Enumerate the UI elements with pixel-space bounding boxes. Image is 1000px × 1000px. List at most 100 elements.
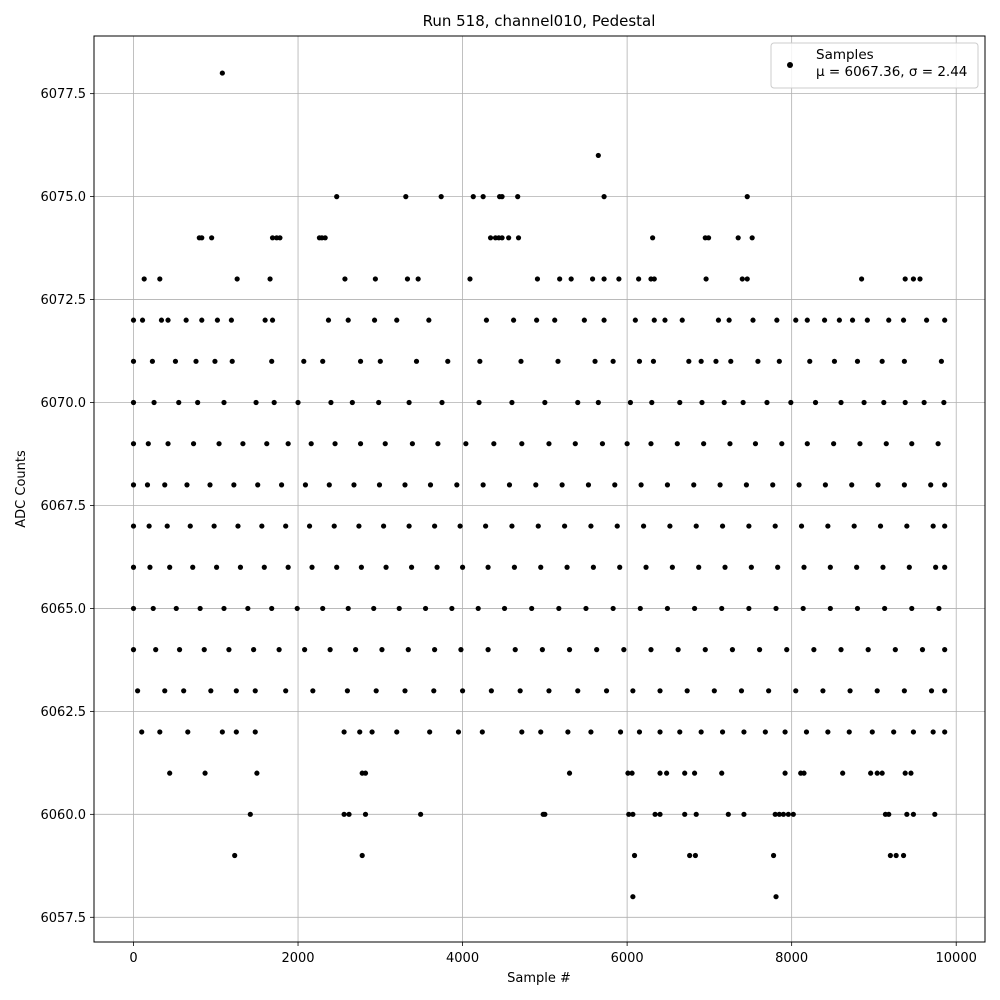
sample-point	[213, 564, 220, 570]
sample-point	[149, 358, 156, 364]
sample-point	[219, 729, 225, 735]
sample-point	[790, 811, 796, 817]
sample-point	[306, 523, 313, 529]
sample-point	[565, 729, 571, 735]
sample-point	[529, 605, 535, 612]
sample-point	[162, 688, 168, 694]
sample-point	[373, 688, 379, 694]
sample-point	[320, 605, 326, 612]
sample-point	[928, 482, 934, 488]
sample-point	[130, 564, 137, 570]
sample-point	[652, 811, 658, 817]
sample-point	[775, 564, 781, 570]
sample-point	[252, 729, 258, 735]
sample-point	[748, 564, 754, 570]
sample-point	[626, 811, 632, 817]
sample-point	[190, 564, 196, 570]
sample-point	[811, 647, 817, 653]
sample-point	[559, 482, 565, 488]
sample-point	[803, 729, 810, 735]
sample-point	[467, 276, 473, 282]
sample-point	[901, 358, 907, 364]
sample-point	[158, 317, 165, 323]
sample-point	[684, 688, 690, 694]
x-tick-label: 0	[129, 951, 137, 966]
sample-point	[900, 852, 907, 859]
sample-point	[534, 276, 541, 282]
sample-point	[262, 317, 268, 323]
sample-point	[901, 688, 907, 694]
sample-point	[207, 482, 213, 488]
sample-point	[405, 647, 411, 653]
sample-point	[908, 770, 914, 776]
sample-point	[882, 605, 888, 612]
sample-point	[325, 317, 332, 323]
sample-point	[310, 688, 316, 694]
sample-point	[857, 441, 863, 447]
sample-point	[302, 482, 309, 488]
y-tick-label: 6057.5	[41, 911, 87, 926]
sample-point	[725, 811, 731, 817]
sample-point	[917, 276, 923, 282]
sample-point	[624, 441, 630, 447]
sample-point	[485, 564, 491, 570]
sample-point	[910, 811, 917, 817]
sample-point	[308, 441, 314, 447]
sample-point	[511, 564, 518, 570]
sample-point	[556, 605, 562, 612]
sample-point	[135, 688, 141, 694]
sample-point	[349, 399, 355, 406]
sample-point	[341, 729, 347, 735]
sample-point	[557, 276, 563, 282]
sample-point	[801, 770, 807, 776]
sample-point	[588, 523, 594, 529]
sample-point	[130, 317, 137, 323]
sample-point	[650, 358, 657, 364]
sample-point	[630, 811, 636, 817]
sample-point	[285, 564, 291, 570]
sample-point	[696, 564, 702, 570]
sample-point	[371, 317, 378, 323]
sample-point	[638, 482, 644, 488]
x-tick-label: 10000	[936, 951, 977, 966]
sample-point	[846, 729, 852, 735]
sample-point	[886, 811, 892, 817]
sample-point	[518, 358, 524, 364]
sample-point	[776, 358, 782, 364]
sample-point	[459, 688, 466, 694]
sample-point	[371, 605, 377, 612]
sample-point	[893, 852, 899, 859]
sample-point	[346, 811, 352, 817]
sample-point	[755, 358, 761, 364]
sample-point	[208, 688, 214, 694]
sample-point	[278, 482, 285, 488]
sample-point	[276, 647, 282, 653]
sample-point	[240, 441, 246, 447]
sample-point	[909, 441, 915, 447]
sample-point	[147, 564, 153, 570]
legend: Samples μ = 6067.36, σ = 2.44	[770, 42, 979, 89]
sample-point	[874, 688, 880, 694]
sample-point	[651, 317, 657, 323]
sample-point	[555, 358, 561, 364]
sample-point	[721, 399, 727, 406]
sample-point	[942, 688, 948, 694]
sample-point	[141, 276, 147, 282]
sample-point	[942, 564, 948, 570]
sample-point	[394, 317, 400, 323]
sample-point	[636, 358, 643, 364]
sample-point	[621, 647, 627, 653]
sample-point	[941, 399, 947, 406]
y-axis-title: ADC Counts	[14, 450, 29, 528]
y-axis-ticks: 6057.5 6060.0 6062.5 6065.0 6067.5 6070.0 6072…	[41, 87, 94, 926]
y-tick-label: 6060.0	[41, 808, 87, 823]
sample-point	[269, 605, 275, 612]
sample-point	[247, 811, 253, 817]
sample-point	[883, 441, 889, 447]
sample-point	[277, 235, 283, 241]
sample-point	[427, 729, 433, 735]
sample-point	[746, 523, 752, 529]
sample-point	[677, 729, 683, 735]
sample-point	[139, 317, 146, 323]
sample-point	[764, 399, 770, 406]
